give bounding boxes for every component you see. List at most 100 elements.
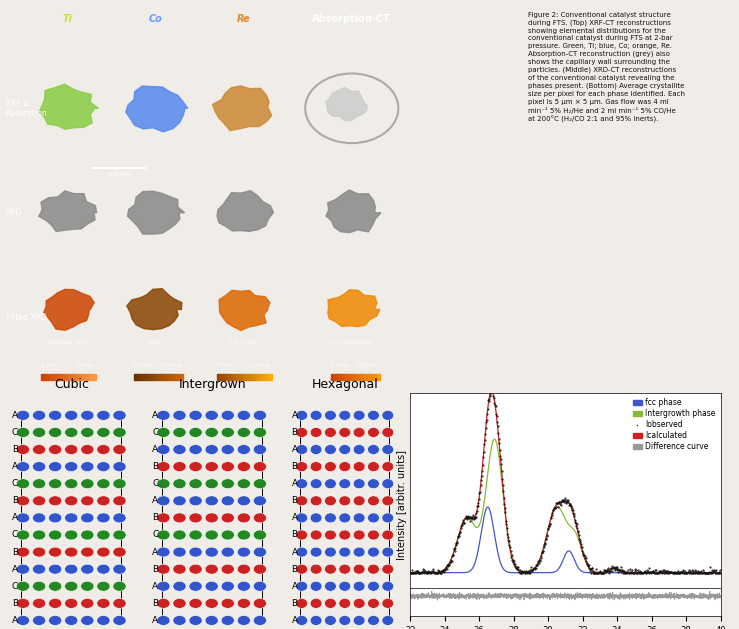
Text: 2.0 nm: 2.0 nm [331,363,348,368]
Ellipse shape [221,513,234,523]
Polygon shape [39,84,98,129]
Ellipse shape [173,598,186,608]
Bar [222,374,225,380]
Ellipse shape [49,598,62,608]
Ellipse shape [339,462,350,472]
Ellipse shape [296,564,307,574]
Ellipse shape [113,462,126,472]
Text: B: B [152,513,158,523]
Intergrowth phase [406,569,415,576]
Ellipse shape [81,513,94,523]
fcc phase [716,569,725,576]
Ellipse shape [339,547,350,557]
Ellipse shape [205,547,218,557]
Ellipse shape [382,445,394,455]
Ellipse shape [64,616,78,625]
Ellipse shape [221,530,234,540]
Difference curve [441,593,450,601]
Bar [248,374,250,380]
Bar [256,374,258,380]
Ellipse shape [97,462,110,472]
Ellipse shape [237,428,251,437]
Ellipse shape [253,547,267,557]
Ellipse shape [113,547,126,557]
Ellipse shape [382,513,394,523]
Ellipse shape [97,410,110,420]
Iobserved [461,515,470,522]
fcc phase [710,569,719,576]
Ellipse shape [97,547,110,557]
Ellipse shape [237,547,251,557]
Polygon shape [128,191,185,234]
Ellipse shape [157,547,170,557]
Ellipse shape [367,581,379,591]
Ellipse shape [339,479,350,489]
fcc phase [483,503,492,511]
Bar [353,374,355,380]
Text: Re: Re [236,14,250,25]
Ellipse shape [310,410,322,420]
Polygon shape [217,191,273,231]
Bar [144,374,146,380]
Bar [44,374,47,380]
Ellipse shape [97,564,110,574]
Bar [137,374,139,380]
Text: Figure 2: Conventional catalyst structure
during FTS. (Top) XRF-CT reconstructio: Figure 2: Conventional catalyst structur… [528,11,685,123]
Ellipse shape [16,410,30,420]
Bar [166,374,168,380]
fcc phase [538,569,547,576]
Ellipse shape [173,616,186,625]
Polygon shape [328,290,380,326]
Ellipse shape [113,479,126,489]
Ellipse shape [382,616,394,625]
Ellipse shape [97,513,110,523]
Ellipse shape [189,445,202,455]
Ellipse shape [205,445,218,455]
Bar [250,374,253,380]
Ellipse shape [113,445,126,455]
Ellipse shape [49,462,62,472]
Bar [154,374,157,380]
Bar [74,374,77,380]
Ellipse shape [296,530,307,540]
Text: B: B [291,462,298,471]
Ellipse shape [81,479,94,489]
Text: Absorption-CT: Absorption-CT [313,14,391,25]
Text: CoO: CoO [149,340,162,345]
Bar [245,374,247,380]
Bar [236,374,239,380]
Ellipse shape [296,445,307,455]
Ellipse shape [49,479,62,489]
Ellipse shape [97,581,110,591]
Ellipse shape [33,496,46,506]
Ellipse shape [157,462,170,472]
Ellipse shape [310,513,322,523]
Ellipse shape [296,616,307,625]
Ellipse shape [253,410,267,420]
Ellipse shape [310,445,322,455]
Ellipse shape [157,445,170,455]
Ellipse shape [353,616,365,625]
Ellipse shape [296,581,307,591]
Ellipse shape [64,530,78,540]
Text: A: A [291,513,298,523]
Ellipse shape [173,564,186,574]
Line: Iobserved: Iobserved [409,389,721,574]
Ellipse shape [339,530,350,540]
Ellipse shape [339,564,350,574]
Text: C: C [152,428,158,437]
Ellipse shape [296,513,307,523]
Polygon shape [39,191,97,231]
Ellipse shape [113,616,126,625]
Ellipse shape [382,530,394,540]
Text: XRD: XRD [6,208,23,217]
Ellipse shape [221,564,234,574]
Ellipse shape [367,428,379,437]
Text: C: C [12,479,18,488]
Icalculated [525,568,534,576]
Ellipse shape [189,479,202,489]
Ellipse shape [64,479,78,489]
Bar [159,374,161,380]
Ellipse shape [173,462,186,472]
Ellipse shape [310,428,322,437]
